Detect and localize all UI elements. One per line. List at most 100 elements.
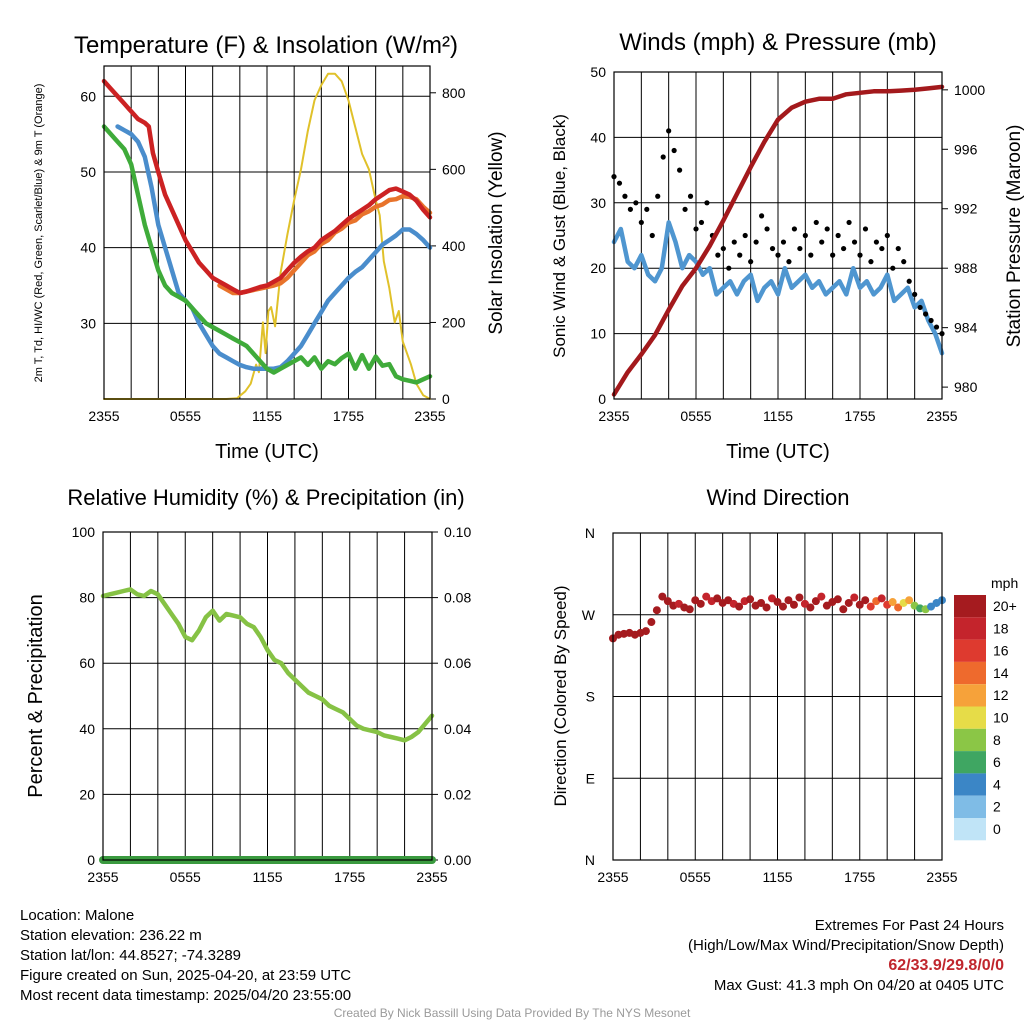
wind-direction-plot-frame <box>612 532 943 861</box>
y-tick-label: 20 <box>79 786 95 802</box>
wind-direction-y-label: Direction (Colored By Speed) <box>551 585 570 806</box>
gust-point <box>797 245 803 252</box>
direction-point <box>663 597 672 606</box>
y-tick-label: E <box>586 770 595 786</box>
direction-point <box>894 603 903 612</box>
gust-point <box>769 245 776 252</box>
gust-point <box>627 206 634 212</box>
gust-point <box>616 180 623 186</box>
direction-point <box>844 598 853 607</box>
wind-direction-grid <box>613 533 942 860</box>
x-tick-label: 1155 <box>762 869 792 885</box>
temperature-grid <box>104 66 436 400</box>
colorbar-label: 10 <box>993 710 1009 726</box>
y-tick-label: 60 <box>79 655 95 671</box>
station-elevation: Station elevation: 236.22 m <box>20 927 202 944</box>
gust-point <box>748 259 754 265</box>
gust-point <box>906 278 912 284</box>
x-tick-label: 2355 <box>88 408 119 424</box>
direction-point <box>806 603 815 612</box>
colorbar-swatch <box>954 728 986 752</box>
gust-point <box>726 265 732 271</box>
y2-tick-label: 0.04 <box>444 721 471 737</box>
wind-direction-panel-title: Wind Direction <box>706 485 849 510</box>
direction-point <box>861 596 870 605</box>
winds-panel-title: Winds (mph) & Pressure (mb) <box>619 29 936 56</box>
x-tick-label: 2355 <box>87 869 118 885</box>
direction-point <box>784 596 793 605</box>
gust-point <box>841 245 847 252</box>
y2-tick-label: 800 <box>442 85 466 101</box>
temperature-series <box>101 72 433 400</box>
colorbar-swatch <box>954 751 986 774</box>
y-tick-label: 0 <box>598 391 606 407</box>
colorbar-swatch <box>954 795 986 818</box>
extremes-info: Extremes For Past 24 Hours (High/Low/Max… <box>688 916 1004 996</box>
gust-point <box>644 206 650 212</box>
colorbar-swatch <box>954 706 986 729</box>
wind-direction-panel: Wind Direction 2355 0555 1155 1755 2355NESWN… <box>551 485 1018 885</box>
y-tick-label: 50 <box>590 64 606 80</box>
colorbar-label: 8 <box>993 732 1001 748</box>
gust-point <box>622 193 628 199</box>
gust-point <box>879 245 885 252</box>
humidity-tick-labels: 2355 0555 1155 1755 23550204060801000.000.02… <box>72 524 472 885</box>
gust-point <box>890 265 896 271</box>
x-tick-label: 1155 <box>252 408 282 424</box>
temperature-panel-title: Temperature (F) & Insolation (W/m²) <box>74 32 458 59</box>
direction-point <box>658 592 667 601</box>
series-line-1 <box>217 193 433 296</box>
y-tick-label: 40 <box>79 721 95 737</box>
gust-point <box>824 226 830 232</box>
gust-point <box>698 219 705 226</box>
wind-direction-series <box>609 592 946 643</box>
y-tick-label: 20 <box>590 260 606 276</box>
humidity-panel-title: Relative Humidity (%) & Precipitation (i… <box>67 485 464 510</box>
y-tick-label: 60 <box>80 88 96 104</box>
gust-point <box>753 239 759 245</box>
y-tick-label: N <box>585 852 595 868</box>
series-line-2 <box>611 84 945 397</box>
direction-point <box>702 592 711 601</box>
extremes-values: 62/33.9/29.8/0/0 <box>888 957 1004 974</box>
direction-point <box>888 598 897 607</box>
y2-tick-label: 0.08 <box>444 590 471 606</box>
y-tick-label: 30 <box>80 315 96 331</box>
series-line-2 <box>101 78 433 296</box>
winds-x-label: Time (UTC) <box>726 441 830 463</box>
y2-tick-label: 0.00 <box>444 852 471 868</box>
y-tick-label: 80 <box>79 590 95 606</box>
humidity-y-label: Percent & Precipitation <box>25 594 47 797</box>
gust-point <box>693 226 699 232</box>
gust-point <box>813 219 819 226</box>
humidity-panel: Relative Humidity (%) & Precipitation (i… <box>25 485 471 885</box>
winds-grid <box>614 72 948 399</box>
colorbar-label: 18 <box>993 620 1009 636</box>
gust-point <box>666 128 672 134</box>
direction-point <box>773 598 782 607</box>
direction-point <box>789 600 798 609</box>
max-gust: Max Gust: 41.3 mph On 04/20 at 0405 UTC <box>713 977 1004 994</box>
y2-tick-label: 996 <box>954 141 978 157</box>
extremes-heading: Extremes For Past 24 Hours <box>814 917 1004 934</box>
y2-tick-label: 992 <box>954 201 978 217</box>
y-tick-label: 10 <box>590 326 606 342</box>
gust-point <box>731 239 737 245</box>
x-tick-label: 2355 <box>926 869 957 885</box>
y-tick-label: N <box>585 525 595 541</box>
x-tick-label: 1155 <box>763 408 793 424</box>
station-latlon: Station lat/lon: 44.8527; -74.3289 <box>20 947 242 964</box>
series-line-4 <box>101 124 433 385</box>
gust-point <box>687 193 694 199</box>
x-tick-label: 2355 <box>926 408 957 424</box>
gust-point <box>633 200 639 206</box>
colorbar-label: 2 <box>993 799 1001 815</box>
series-line-0 <box>103 72 431 400</box>
x-tick-label: 2355 <box>597 869 628 885</box>
colorbar-label: 0 <box>993 821 1001 837</box>
winds-series <box>611 84 945 397</box>
y2-tick-label: 0.06 <box>444 655 471 671</box>
gust-point <box>862 226 869 232</box>
gust-point <box>933 324 940 330</box>
colorbar-label: 16 <box>993 643 1009 659</box>
